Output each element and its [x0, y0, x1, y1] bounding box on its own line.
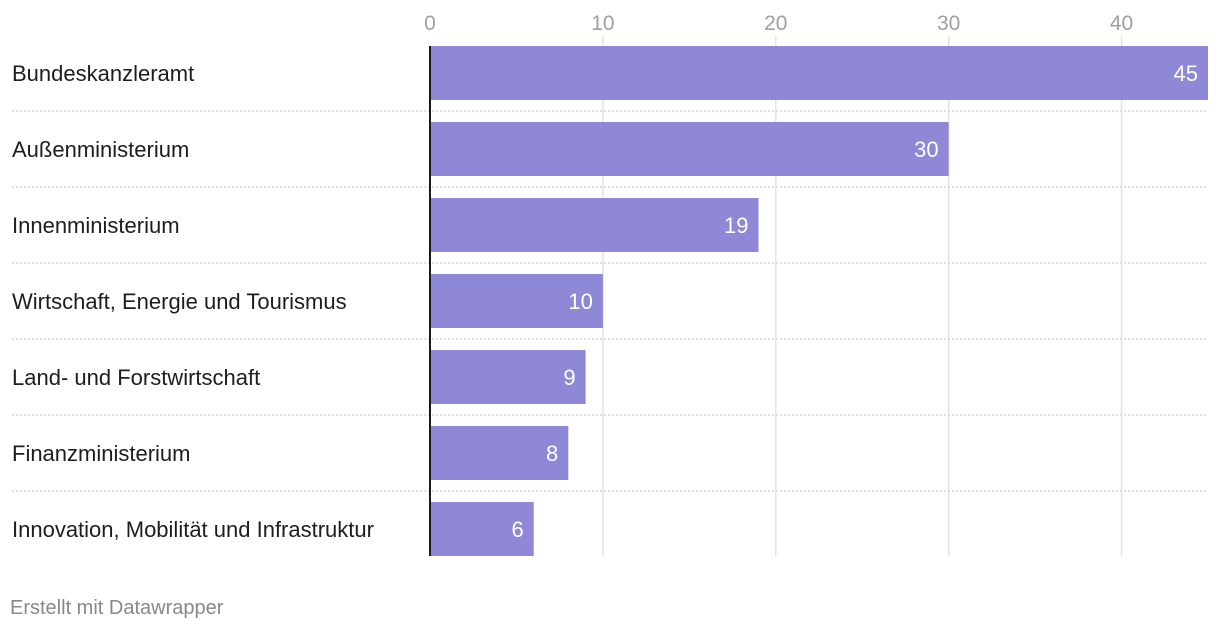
value-label: 19 [724, 213, 748, 238]
bar-4 [430, 350, 586, 404]
category-label: Innovation, Mobilität und Infrastruktur [12, 517, 374, 542]
category-label: Außenministerium [12, 137, 189, 162]
bars [430, 46, 1208, 556]
value-label: 8 [546, 441, 558, 466]
value-label: 45 [1174, 61, 1198, 86]
category-label: Land- und Forstwirtschaft [12, 365, 260, 390]
category-label: Wirtschaft, Energie und Tourismus [12, 289, 347, 314]
value-label: 10 [568, 289, 592, 314]
category-label: Finanzministerium [12, 441, 191, 466]
value-labels: 45 30 19 10 9 8 6 [511, 61, 1198, 542]
x-tick-label: 20 [764, 12, 787, 35]
category-labels: Bundeskanzleramt Außenministerium Innenmin… [12, 61, 374, 542]
x-tick-label: 10 [591, 12, 614, 35]
bar-chart: 0 10 20 30 40 Bundeskanzleramt Außenministeri… [12, 12, 1208, 556]
value-label: 9 [563, 365, 575, 390]
category-label: Bundeskanzleramt [12, 61, 194, 86]
value-label: 6 [511, 517, 523, 542]
x-axis-ticks: 0 10 20 30 40 [424, 12, 1133, 35]
value-label: 30 [914, 137, 938, 162]
bar-5 [430, 426, 569, 480]
x-tick-label: 30 [937, 12, 960, 35]
bar-2 [430, 198, 759, 252]
bar-0 [430, 46, 1208, 100]
x-tick-label: 0 [424, 12, 436, 35]
footer-credit: Erstellt mit Datawrapper [10, 597, 224, 619]
gridlines [602, 36, 1123, 556]
bar-1 [430, 122, 949, 176]
row-dividers [12, 110, 1208, 492]
bar-6 [430, 502, 534, 556]
bar-3 [430, 274, 603, 328]
x-tick-label: 40 [1110, 12, 1133, 35]
category-label: Innenministerium [12, 213, 180, 238]
